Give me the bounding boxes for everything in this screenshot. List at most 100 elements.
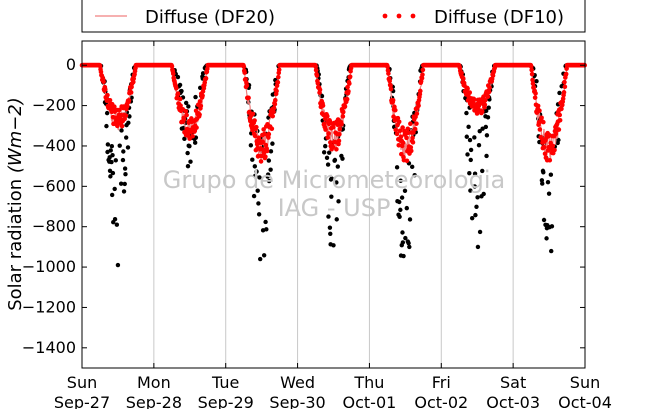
total-point: [472, 135, 477, 140]
diffuse-df10-point: [181, 116, 187, 122]
total-point: [335, 164, 341, 169]
diffuse-df10-point: [242, 70, 247, 75]
total-point: [332, 157, 338, 163]
diffuse-df10-point: [560, 96, 566, 102]
total-point: [480, 126, 485, 131]
diffuse-df10-point: [107, 97, 113, 103]
grid-lines: [153, 41, 514, 368]
x-tick-label-day-6: Sat: [500, 373, 526, 392]
y-axis-label-units: (Wm−2): [5, 97, 26, 173]
diffuse-df10-point: [460, 76, 466, 81]
legend-df10-dot-swatch-1: [382, 13, 388, 19]
total-point: [534, 79, 539, 84]
diffuse-df10-point: [336, 138, 342, 144]
diffuse-df10-point: [387, 78, 392, 84]
diffuse-df10-point: [487, 85, 492, 91]
diffuse-df10-point: [411, 130, 416, 135]
diffuse-df10-point: [117, 107, 122, 113]
data-layer: [79, 62, 588, 268]
total-point: [549, 224, 555, 229]
total-point: [185, 163, 191, 169]
total-point: [266, 158, 272, 163]
total-point: [115, 262, 121, 268]
total-point: [182, 136, 187, 142]
diffuse-df10-point: [397, 128, 403, 134]
total-point: [326, 150, 332, 155]
diffuse-df10-point: [418, 88, 423, 94]
diffuse-df10-point: [420, 67, 426, 73]
total-point: [397, 214, 402, 220]
total-point: [467, 137, 473, 143]
diffuse-df10-point: [119, 123, 125, 129]
diffuse-df10-point: [112, 104, 117, 109]
diffuse-df10-point: [184, 112, 189, 118]
diffuse-df10-point: [247, 109, 252, 115]
diffuse-df10-point: [346, 89, 351, 94]
axes: 0−200−400−600−800−1000−1200−1400SunSep-2…: [22, 41, 612, 409]
diffuse-df10-point: [252, 133, 258, 139]
diffuse-df10-point: [385, 64, 390, 70]
total-point: [175, 74, 181, 80]
total-point: [114, 222, 120, 227]
diffuse-df10-point: [325, 113, 330, 119]
diffuse-df10-point: [342, 104, 348, 109]
total-point: [541, 217, 547, 223]
diffuse-df10-point: [408, 148, 414, 154]
diffuse-df10-point: [535, 103, 541, 109]
diffuse-df10-point: [539, 115, 544, 121]
diffuse-df10-point: [556, 127, 562, 132]
diffuse-df10-point: [200, 93, 205, 98]
total-point: [334, 180, 339, 185]
diffuse-df10-point: [541, 119, 546, 125]
diffuse-df10-point: [394, 131, 400, 137]
total-point: [400, 240, 406, 245]
plot-frame: [81, 40, 586, 369]
x-tick-label-day-1: Mon: [137, 373, 171, 392]
diffuse-df10-point: [124, 104, 130, 109]
total-point: [465, 152, 470, 157]
diffuse-df10-point: [275, 80, 281, 85]
diffuse-df10-point: [542, 151, 548, 157]
legend-frame: [81, 0, 586, 33]
total-point: [557, 90, 562, 96]
total-point: [252, 173, 258, 178]
diffuse-df20-line-day-3: [297, 64, 370, 150]
total-point: [399, 195, 405, 200]
diffuse-df10-point: [115, 123, 120, 129]
diffuse-df10-point: [479, 109, 485, 114]
total-point: [549, 248, 554, 254]
diffuse-df10-point: [547, 157, 553, 163]
diffuse-df10-point: [347, 74, 353, 79]
diffuse-df10-point: [347, 81, 352, 86]
total-point: [544, 236, 549, 241]
diffuse-df10-point: [326, 131, 331, 136]
total-point: [265, 172, 271, 177]
total-point: [480, 168, 485, 174]
diffuse-df10-point: [563, 71, 569, 77]
diffuse-df10-point: [410, 140, 416, 145]
x-tick-label-date-2: Sep-29: [198, 393, 254, 409]
diffuse-df10-point: [194, 125, 199, 130]
total-point: [110, 170, 116, 176]
total-point: [468, 188, 473, 193]
total-point: [481, 191, 486, 197]
diffuse-df10-point: [530, 77, 535, 83]
diffuse-df10-point: [197, 112, 202, 117]
total-point: [266, 178, 272, 184]
total-point: [325, 162, 331, 167]
diffuse-df10-point: [467, 90, 473, 95]
total-point: [412, 172, 417, 178]
total-point: [120, 157, 126, 163]
diffuse-df10-point: [486, 89, 492, 95]
total-point: [334, 217, 339, 222]
x-tick-label-date-6: Oct-03: [486, 393, 540, 409]
total-point: [331, 243, 336, 248]
legend-df20-label: Diffuse (DF20): [145, 7, 275, 28]
total-point: [187, 143, 192, 149]
total-point: [484, 133, 490, 138]
total-point: [403, 235, 408, 241]
diffuse-df10-point: [263, 154, 268, 159]
diffuse-df10-point: [398, 134, 404, 140]
diffuse-df10-point: [340, 109, 346, 115]
diffuse-df10-point: [400, 140, 406, 146]
